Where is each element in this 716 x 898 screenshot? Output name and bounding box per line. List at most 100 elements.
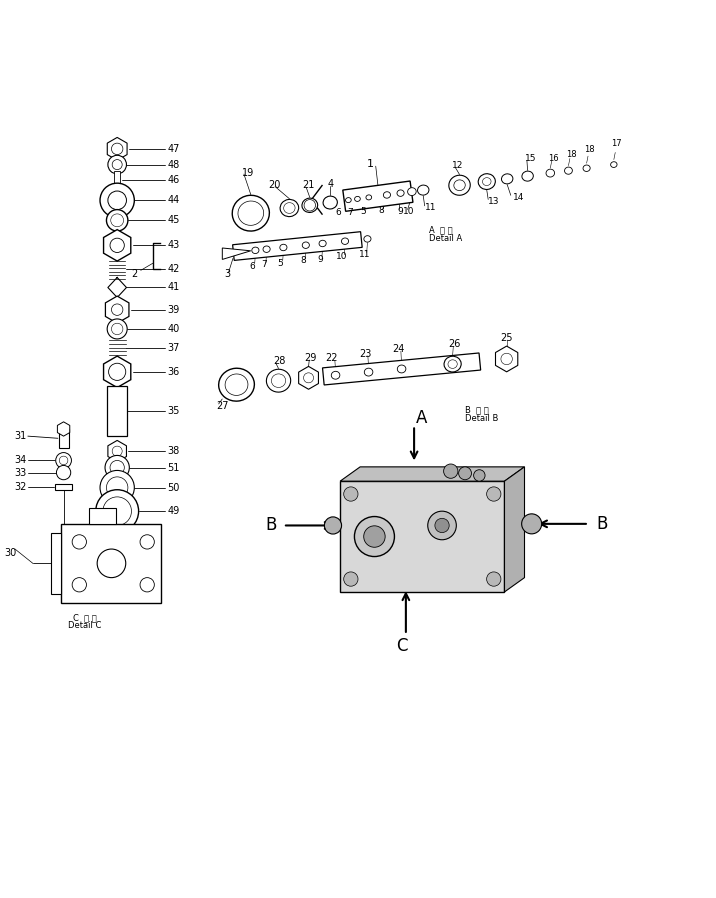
Ellipse shape (323, 196, 337, 209)
Circle shape (427, 511, 456, 540)
Ellipse shape (397, 365, 406, 373)
Ellipse shape (218, 368, 254, 401)
Text: 17: 17 (611, 139, 622, 148)
Circle shape (140, 577, 155, 592)
Text: 2: 2 (132, 269, 137, 279)
Circle shape (107, 319, 127, 339)
Text: 9: 9 (397, 207, 402, 216)
Text: 25: 25 (500, 332, 513, 342)
Polygon shape (505, 467, 525, 592)
Circle shape (72, 577, 87, 592)
Text: 1: 1 (367, 159, 374, 169)
Text: 51: 51 (168, 462, 180, 472)
Circle shape (501, 353, 513, 365)
Text: 41: 41 (168, 283, 180, 293)
Circle shape (107, 209, 128, 231)
Polygon shape (340, 467, 525, 481)
Text: 24: 24 (392, 344, 405, 354)
Text: C: C (397, 637, 408, 655)
Circle shape (473, 470, 485, 481)
Text: 29: 29 (304, 353, 316, 363)
Bar (51, 533, 62, 594)
Text: 31: 31 (14, 431, 26, 441)
Text: C  比 例: C 比 例 (73, 613, 97, 622)
Ellipse shape (302, 198, 318, 213)
Bar (89, 508, 116, 524)
Circle shape (59, 456, 68, 465)
Circle shape (112, 143, 123, 154)
Circle shape (100, 183, 135, 217)
Text: 50: 50 (168, 482, 180, 493)
Polygon shape (57, 422, 69, 436)
Polygon shape (343, 181, 413, 211)
Text: 39: 39 (168, 304, 180, 314)
Bar (112, 184, 122, 191)
Text: 47: 47 (168, 144, 180, 154)
Ellipse shape (354, 197, 360, 201)
Polygon shape (105, 296, 129, 323)
Bar (59, 429, 69, 447)
Polygon shape (495, 346, 518, 372)
Ellipse shape (366, 195, 372, 200)
Ellipse shape (611, 162, 617, 167)
Bar (107, 386, 127, 436)
Circle shape (103, 497, 132, 525)
Text: 42: 42 (168, 264, 180, 274)
Ellipse shape (252, 247, 259, 253)
Ellipse shape (280, 199, 299, 216)
Text: 5: 5 (278, 259, 284, 268)
Text: B: B (266, 516, 277, 534)
Ellipse shape (501, 174, 513, 184)
Circle shape (112, 446, 122, 456)
Circle shape (344, 487, 358, 501)
Text: 12: 12 (453, 161, 464, 170)
Circle shape (112, 160, 122, 170)
Circle shape (304, 199, 316, 211)
Text: 35: 35 (168, 406, 180, 416)
Text: 11: 11 (359, 251, 370, 260)
Ellipse shape (232, 195, 269, 231)
Circle shape (112, 323, 123, 335)
Text: Detail B: Detail B (465, 414, 498, 423)
Bar (62, 524, 162, 603)
Text: 16: 16 (548, 154, 558, 163)
Text: 43: 43 (168, 241, 180, 251)
Text: 40: 40 (168, 324, 180, 334)
Text: 32: 32 (14, 482, 26, 492)
Ellipse shape (266, 369, 291, 392)
Text: 8: 8 (378, 207, 384, 216)
Ellipse shape (397, 189, 404, 197)
Text: B: B (596, 515, 607, 533)
Circle shape (96, 489, 139, 533)
Circle shape (57, 465, 71, 480)
Circle shape (97, 549, 126, 577)
Circle shape (354, 516, 395, 557)
Circle shape (112, 304, 123, 315)
Circle shape (364, 526, 385, 547)
Text: 4: 4 (327, 179, 333, 189)
Text: 6: 6 (250, 261, 256, 270)
Ellipse shape (238, 201, 263, 225)
Polygon shape (322, 353, 480, 385)
Text: 36: 36 (168, 366, 180, 377)
Ellipse shape (583, 165, 590, 172)
Ellipse shape (263, 246, 270, 252)
Text: 21: 21 (303, 180, 315, 190)
Text: 19: 19 (242, 168, 254, 178)
Ellipse shape (407, 188, 416, 196)
Text: 10: 10 (337, 252, 348, 261)
Ellipse shape (284, 203, 295, 214)
Circle shape (140, 534, 155, 549)
Text: 15: 15 (525, 154, 536, 163)
Text: 7: 7 (347, 208, 353, 217)
Ellipse shape (364, 235, 371, 242)
Circle shape (110, 238, 125, 252)
Circle shape (344, 572, 358, 586)
Text: 3: 3 (224, 269, 231, 279)
Polygon shape (299, 366, 319, 389)
Ellipse shape (383, 192, 390, 198)
Circle shape (108, 155, 127, 174)
Text: 46: 46 (168, 175, 180, 185)
Text: 7: 7 (261, 260, 266, 269)
Circle shape (324, 517, 342, 534)
